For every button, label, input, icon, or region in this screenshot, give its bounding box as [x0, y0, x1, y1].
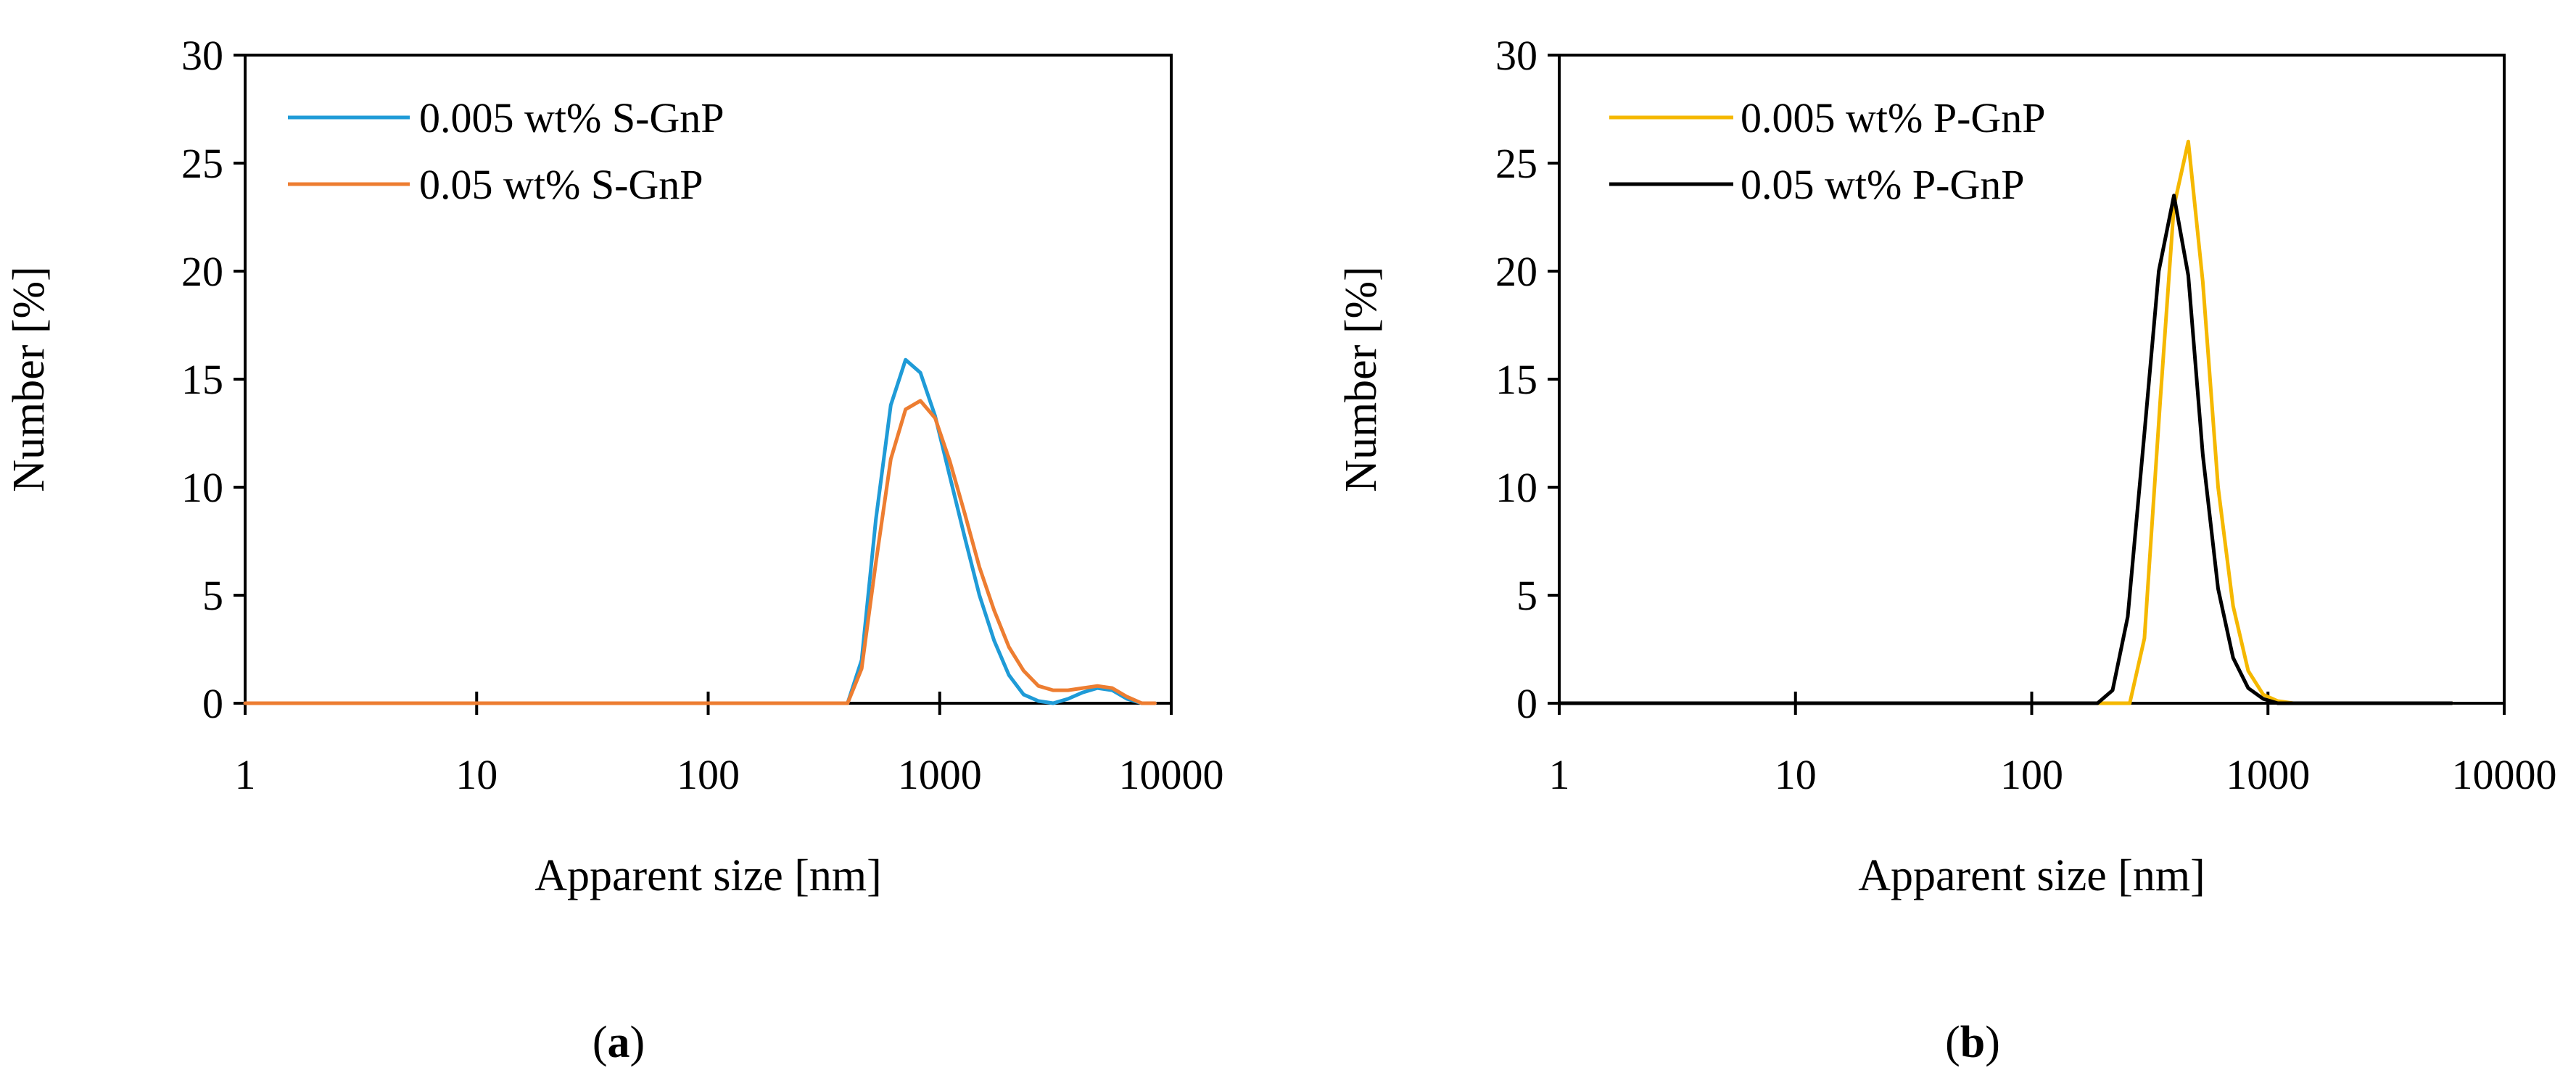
legend-label: 0.005 wt% S-GnP: [419, 94, 724, 141]
x-tick-label: 10: [1775, 751, 1817, 798]
series-line-1: [1557, 139, 2454, 705]
y-tick-label: 30: [1495, 32, 1537, 79]
x-tick-label: 1: [1549, 751, 1570, 798]
y-tick-label: 5: [202, 572, 223, 619]
x-tick-label: 1000: [2226, 751, 2310, 798]
chart-panel-b: 0 5 10 15 20 25 30 1 10 100 1000 10000 Apparent size…: [1337, 32, 2557, 1067]
x-tick-label: 10: [455, 751, 498, 798]
y-tick-label: 5: [1516, 572, 1537, 619]
chart-panel-a: 0 5 10 15 20 25 30 1 10 100 1000 10000 Apparent size…: [4, 32, 1224, 1067]
plot-frame: [244, 54, 1173, 705]
y-tick-label: 10: [181, 464, 223, 511]
plot-frame: [1558, 54, 2506, 705]
legend-label: 0.05 wt% S-GnP: [419, 161, 703, 208]
legend-label: 0.05 wt% P-GnP: [1741, 161, 2025, 208]
y-tick-label: 30: [181, 32, 223, 79]
y-tick-label: 15: [1495, 356, 1537, 403]
y-tick-label: 20: [1495, 248, 1537, 295]
y-axis-title: Number [%]: [1337, 266, 1386, 492]
y-tick-label: 25: [181, 140, 223, 187]
x-tick-label: 100: [677, 751, 740, 798]
x-axis-title: Apparent size [nm]: [1858, 851, 2205, 900]
y-tick-label: 10: [1495, 464, 1537, 511]
x-tick-label: 1000: [898, 751, 982, 798]
series-line-2: [243, 399, 1157, 705]
y-tick-label: 20: [181, 248, 223, 295]
x-tick-label: 1: [235, 751, 256, 798]
y-tick-label: 0: [202, 680, 223, 727]
x-tick-label: 100: [2000, 751, 2063, 798]
y-axis-title: Number [%]: [4, 266, 54, 492]
panel-label: (b): [1945, 1018, 2000, 1067]
y-tick-label: 25: [1495, 140, 1537, 187]
x-axis-title: Apparent size [nm]: [534, 851, 882, 900]
x-tick-label: 10000: [1119, 751, 1224, 798]
series-line-1: [243, 357, 1157, 705]
series-line-2: [1557, 194, 2454, 705]
y-tick-label: 15: [181, 356, 223, 403]
x-tick-label: 10000: [2452, 751, 2557, 798]
panel-label: (a): [593, 1018, 645, 1067]
y-tick-label: 0: [1516, 680, 1537, 727]
legend-label: 0.005 wt% P-GnP: [1741, 94, 2046, 141]
